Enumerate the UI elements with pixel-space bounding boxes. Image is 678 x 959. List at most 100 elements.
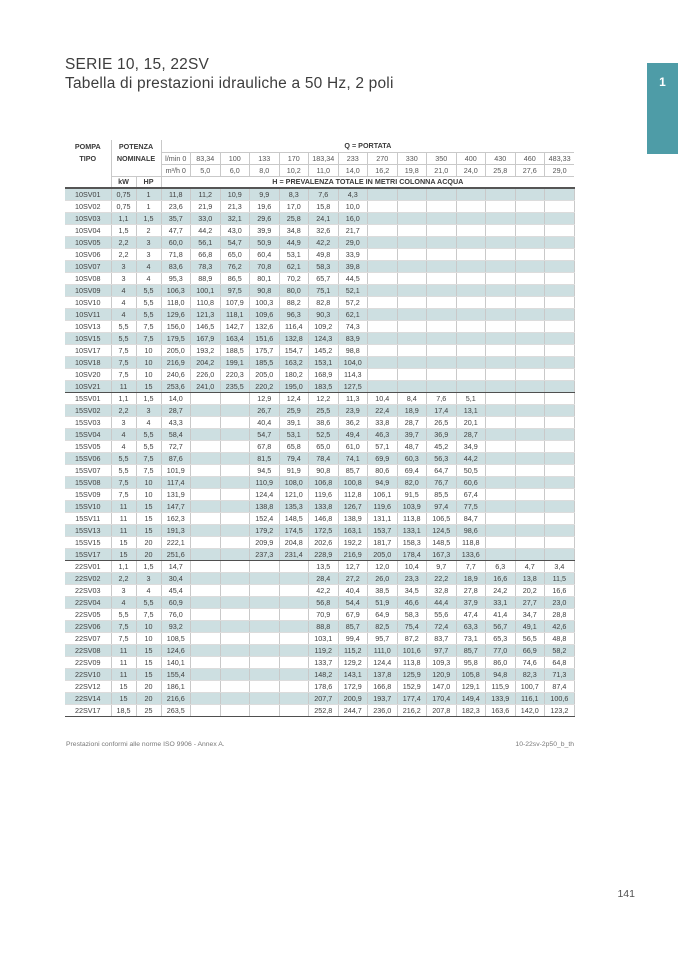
head-value: 74,6 [514,656,545,669]
head-value [367,344,397,357]
head-value [455,332,486,345]
head-value: 34,5 [396,584,427,597]
head-value: 175,7 [249,344,279,357]
head-value [219,536,250,549]
head-value: 21,7 [337,224,368,237]
flow-m3h-value: 27,6 [514,164,545,177]
head-value: 65,8 [278,440,309,453]
power-hp: 25 [135,704,161,717]
head-value [190,488,220,501]
head-value [367,224,397,237]
head-value: 11,5 [544,572,575,585]
head-value [426,332,456,345]
head-value: 12,7 [337,560,368,573]
head-value [249,680,279,693]
head-value: 52,5 [308,428,338,441]
pump-row-10SV06: 10SV06 2,2 3 71,8 66,8 65,0 60,4 53,1 49,8 33,9 [65,248,575,261]
head-value: 125,9 [396,668,427,681]
head-value [485,308,515,321]
power-hp: 1 [135,200,161,213]
pump-row-10SV07: 10SV07 3 4 83,6 78,3 76,2 70,8 62,1 58,3 39,8 [65,260,575,273]
head-value: 16,6 [485,572,515,585]
head-value [219,644,250,657]
header-row-groups: POMPA POTENZA Q = PORTATA [65,140,575,153]
head-value: 199,1 [219,356,250,369]
head-value [219,704,250,717]
head-value: 21,9 [190,200,220,213]
head-value: 61,0 [337,440,368,453]
power-hp: 7,5 [135,320,161,333]
flow-lmin-value: 483,33 [544,152,575,165]
flow-lmin-value: 270 [367,152,397,165]
head-value: 56,5 [514,632,545,645]
head-value: 58,3 [308,260,338,273]
head-value [190,512,220,525]
head-value [396,224,427,237]
pump-type: 15SV13 [65,524,111,537]
head-value: 181,7 [367,536,397,549]
head-value: 98,8 [337,344,368,357]
head-value: 34,7 [514,608,545,621]
head-value [396,368,427,381]
head-value [544,356,575,369]
power-kw: 1,1 [110,560,136,573]
head-value [514,368,545,381]
power-kw: 15 [110,548,136,561]
pump-type: 10SV02 [65,200,111,213]
head-value [190,440,220,453]
head-value [219,620,250,633]
head-value [190,680,220,693]
head-value: 9,9 [249,188,279,201]
head-value: 163,2 [278,356,309,369]
head-value: 140,1 [160,656,191,669]
head-value: 107,9 [219,296,250,309]
head-value [367,284,397,297]
power-hp: 15 [135,512,161,525]
head-value [190,572,220,585]
head-value: 10,9 [219,188,250,201]
head-value: 78,4 [308,452,338,465]
flow-m3h-value: 29,0 [544,164,575,177]
head-value: 13,8 [514,572,545,585]
head-value: 133,7 [308,656,338,669]
head-value: 97,5 [219,284,250,297]
head-value [278,608,309,621]
head-value: 45,4 [160,584,191,597]
head-value [455,380,486,393]
head-value: 235,5 [219,380,250,393]
head-value: 163,6 [485,704,515,717]
head-value: 205,0 [249,368,279,381]
head-value [485,212,515,225]
head-value [455,356,486,369]
page-number: 141 [617,888,635,900]
head-value: 106,8 [308,476,338,489]
head-value [278,572,309,585]
head-value: 129,6 [160,308,191,321]
power-hp: 5,5 [135,284,161,297]
head-value: 112,8 [337,488,368,501]
head-value: 27,8 [455,584,486,597]
head-value [544,452,575,465]
head-value [396,356,427,369]
head-value [278,596,309,609]
head-value: 85,7 [337,620,368,633]
head-value [190,416,220,429]
pump-row-15SV11: 15SV11 11 15 162,3 152,4 148,5 146,8 138,9 131,1… [65,512,575,525]
head-value: 13,5 [308,560,338,573]
head-value: 83,6 [160,260,191,273]
head-value: 133,1 [396,524,427,537]
pump-row-22SV02: 22SV02 2,2 3 30,4 28,4 27,2 26,0 23,3 22,2 18,9 16… [65,572,575,585]
head-value: 222,1 [160,536,191,549]
head-value [544,248,575,261]
head-value: 123,2 [544,704,575,717]
head-value [190,500,220,513]
pump-row-22SV05: 22SV05 5,5 7,5 76,0 70,9 67,9 64,9 58,3 55,6 47,4… [65,608,575,621]
head-value: 56,7 [485,620,515,633]
head-value: 17,0 [278,200,309,213]
power-hp: 10 [135,356,161,369]
head-value [190,608,220,621]
pump-type: 15SV06 [65,452,111,465]
head-value: 119,2 [308,644,338,657]
head-value: 70,8 [249,260,279,273]
head-value [278,704,309,717]
